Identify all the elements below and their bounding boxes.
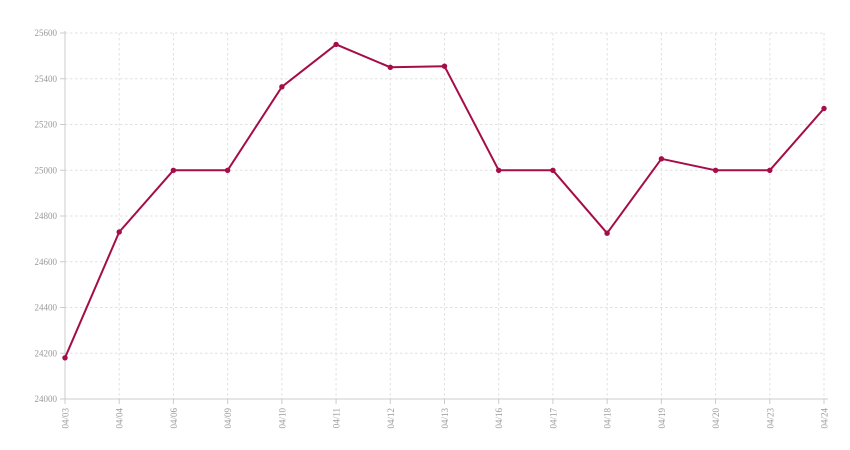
data-point-marker	[821, 105, 827, 112]
x-axis-label: 04/20	[711, 408, 721, 429]
y-axis-label: 24400	[35, 303, 58, 313]
x-axis-label: 04/13	[440, 408, 450, 429]
y-axis-label: 24000	[35, 394, 58, 404]
x-axis-label: 04/16	[494, 408, 504, 429]
x-axis-label: 04/03	[61, 408, 71, 429]
y-axis-label: 25400	[35, 74, 58, 84]
data-point-marker	[62, 355, 68, 361]
x-axis-label: 04/10	[277, 408, 287, 429]
data-point-marker	[604, 230, 610, 236]
data-point-marker	[170, 167, 177, 173]
x-axis-label: 04/12	[386, 408, 396, 429]
data-point-marker	[333, 41, 339, 48]
y-axis-label: 24800	[35, 211, 58, 221]
x-axis-label: 04/23	[765, 408, 775, 429]
y-axis-label: 24200	[35, 348, 58, 358]
data-point-marker	[496, 167, 502, 173]
x-axis-label: 04/24	[820, 408, 830, 429]
data-point-marker	[116, 229, 122, 235]
x-axis-label: 04/04	[115, 408, 125, 429]
data-point-marker	[712, 167, 719, 173]
y-axis-label: 25000	[35, 165, 58, 175]
series-line	[64, 43, 825, 359]
x-axis-label: 04/11	[332, 408, 342, 428]
x-axis-label: 04/09	[223, 408, 233, 429]
data-point-marker	[279, 84, 285, 90]
data-point-marker	[658, 156, 665, 162]
x-axis-label: 04/18	[603, 408, 613, 429]
y-axis-label: 25200	[35, 120, 58, 130]
data-point-marker	[767, 167, 773, 173]
x-axis-label: 04/17	[548, 408, 558, 429]
data-point-marker	[224, 167, 231, 173]
x-axis-label: 04/06	[169, 408, 179, 429]
data-point-marker	[387, 64, 393, 71]
y-axis-label: 24600	[35, 257, 58, 267]
data-point-marker	[441, 63, 448, 69]
data-point-marker	[550, 167, 556, 173]
x-axis-label: 04/19	[657, 408, 667, 429]
y-axis-label: 25600	[35, 28, 58, 38]
